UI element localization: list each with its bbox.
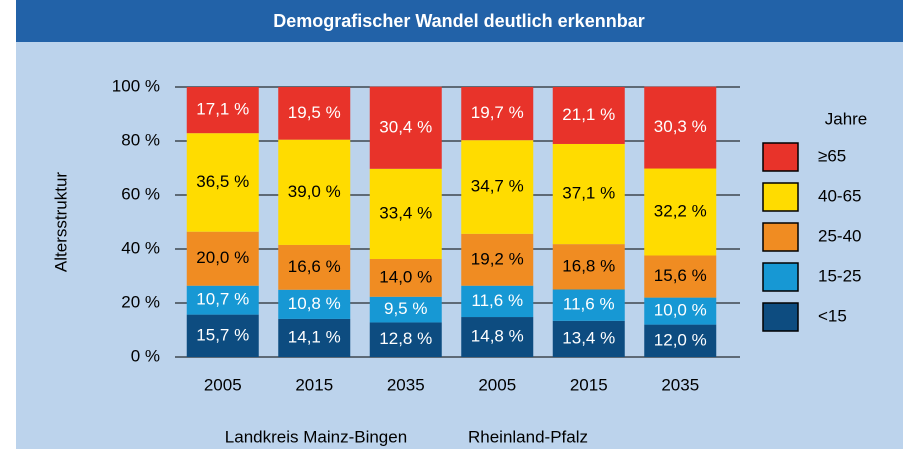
bar-segment: [461, 87, 534, 141]
x-tick-label: 2015: [570, 375, 608, 394]
x-tick-label: 2005: [204, 375, 242, 394]
bar-segment: [552, 289, 625, 321]
bar-segment: [644, 255, 717, 298]
data-label: 12,0 %: [654, 330, 707, 349]
bar-segment: [644, 168, 717, 256]
legend-swatch: [762, 262, 799, 292]
data-label: 34,7 %: [471, 177, 524, 196]
bar-segment: [186, 133, 259, 232]
bar-segment: [369, 296, 442, 323]
data-label: 10,7 %: [196, 290, 249, 309]
bar-segment: [461, 233, 534, 286]
bar-segment: [461, 140, 534, 234]
bar-segment: [552, 320, 625, 357]
data-label: 19,5 %: [288, 103, 341, 122]
bar-segment: [278, 318, 351, 357]
data-label: 10,8 %: [288, 294, 341, 313]
data-label: 19,7 %: [471, 103, 524, 122]
data-label: 10,0 %: [654, 301, 707, 320]
bar-segment: [186, 285, 259, 315]
bar-segment: [369, 322, 442, 357]
data-label: 17,1 %: [196, 100, 249, 119]
data-label: 13,4 %: [562, 328, 615, 347]
data-label: 14,8 %: [471, 327, 524, 346]
legend-label: 25-40: [818, 226, 861, 245]
bar-segment: [461, 285, 534, 318]
data-label: 14,1 %: [288, 327, 341, 346]
data-label: 12,8 %: [379, 329, 432, 348]
data-label: 9,5 %: [384, 299, 427, 318]
bar-segment: [644, 297, 717, 325]
data-label: 36,5 %: [196, 172, 249, 191]
bar-segment: [278, 244, 351, 290]
y-tick-label: 0 %: [131, 346, 160, 365]
y-tick-label: 20 %: [121, 292, 160, 311]
data-label: 33,4 %: [379, 203, 432, 222]
y-tick-label: 80 %: [121, 130, 160, 149]
x-tick-label: 2015: [295, 375, 333, 394]
group-label: Landkreis Mainz-Bingen: [225, 427, 407, 446]
legend-swatch: [762, 302, 799, 332]
x-tick-label: 2035: [387, 375, 425, 394]
legend-swatch: [762, 182, 799, 212]
x-tick-label: 2005: [478, 375, 516, 394]
data-label: 39,0 %: [288, 182, 341, 201]
bar-segment: [644, 324, 717, 357]
title-bar: [16, 0, 903, 42]
bar-segment: [186, 231, 259, 286]
bar-segment: [186, 87, 259, 134]
data-label: 11,6 %: [471, 291, 523, 310]
bar-segment: [369, 168, 442, 259]
legend-label: 15-25: [818, 266, 861, 285]
legend-title: Jahre: [825, 109, 868, 128]
bar-segment: [552, 244, 625, 290]
bar-segment: [369, 258, 442, 297]
y-tick-label: 40 %: [121, 238, 160, 257]
data-label: 16,6 %: [288, 257, 341, 276]
bar-segment: [644, 86, 717, 169]
data-label: 30,3 %: [654, 117, 707, 136]
bar-segment: [278, 139, 351, 245]
y-axis-label: Altersstruktur: [51, 172, 70, 272]
y-tick-label: 100 %: [112, 76, 160, 95]
data-label: 20,0 %: [196, 248, 249, 267]
data-label: 16,8 %: [562, 256, 615, 275]
data-label: 19,2 %: [471, 249, 524, 268]
data-label: 30,4 %: [379, 117, 432, 136]
data-label: 11,6 %: [563, 295, 615, 314]
data-label: 14,0 %: [379, 267, 432, 286]
bar-segment: [552, 87, 625, 144]
legend-swatch: [762, 142, 799, 172]
bar-segment: [552, 143, 625, 245]
bar-segment: [461, 317, 534, 357]
chart-title: Demografischer Wandel deutlich erkennbar: [273, 11, 644, 31]
data-label: 21,1 %: [562, 105, 615, 124]
chart-background: [16, 0, 903, 449]
legend-label: 40-65: [818, 186, 861, 205]
bar-segment: [278, 87, 351, 140]
data-label: 15,7 %: [196, 325, 249, 344]
x-tick-label: 2035: [661, 375, 699, 394]
group-label: Rheinland-Pfalz: [468, 427, 588, 446]
y-tick-label: 60 %: [121, 184, 160, 203]
bar-segment: [369, 86, 442, 169]
data-label: 32,2 %: [654, 201, 707, 220]
legend-label: <15: [818, 306, 847, 325]
legend-swatch: [762, 222, 799, 252]
data-label: 15,6 %: [654, 266, 707, 285]
legend-label: ≥65: [818, 146, 846, 165]
data-label: 37,1 %: [562, 184, 615, 203]
bar-segment: [186, 314, 259, 357]
bar-segment: [278, 289, 351, 319]
